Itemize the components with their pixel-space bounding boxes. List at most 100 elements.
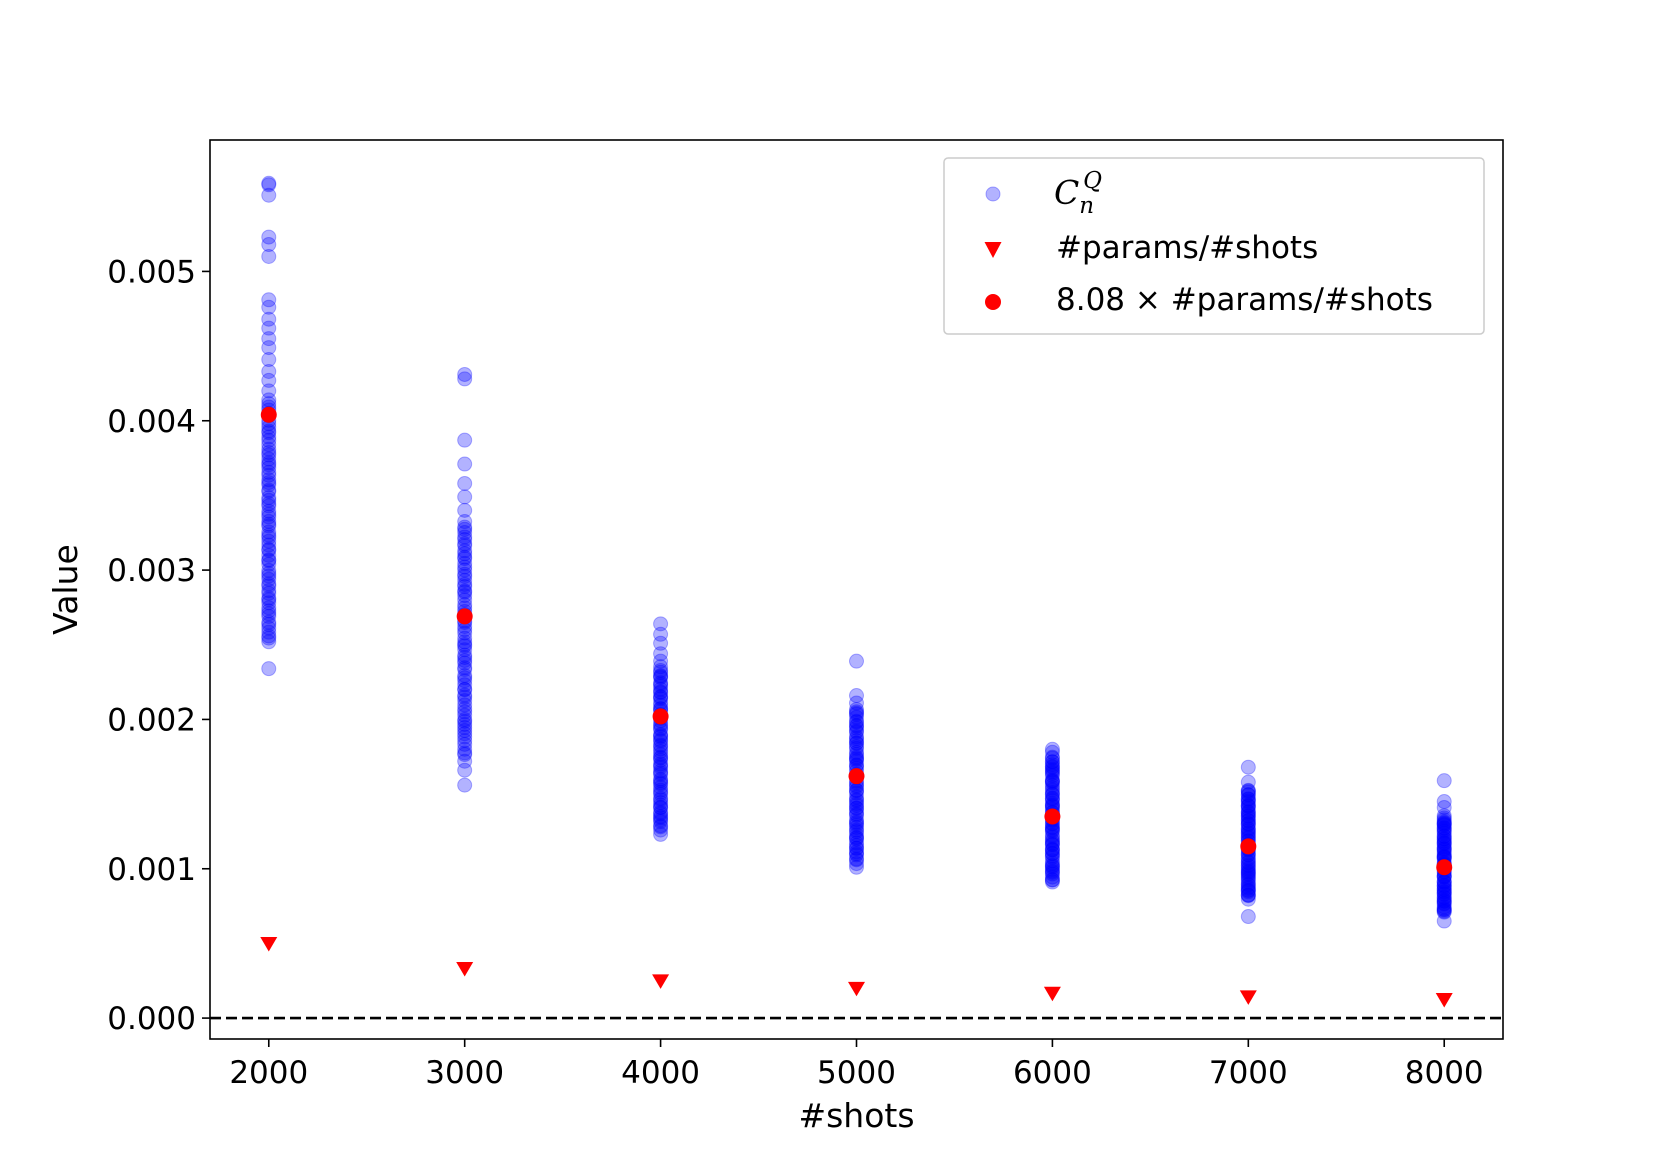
cnq-point (261, 600, 277, 616)
cnq-point (1436, 896, 1452, 912)
cnq-point (457, 502, 473, 518)
cnq-point (1044, 754, 1060, 770)
cnq-point (653, 616, 669, 632)
cnq-point (1044, 787, 1060, 803)
cnq-point (1044, 758, 1060, 774)
cnq-point (1240, 887, 1256, 903)
cnq-point (1044, 782, 1060, 798)
cnq-point (457, 559, 473, 575)
cnq-point (1044, 857, 1060, 873)
cnq-point (653, 746, 669, 762)
cnq-point (849, 840, 864, 856)
cnq-point (1436, 881, 1452, 897)
cnq-point (261, 524, 277, 540)
cnq-point (1240, 808, 1256, 824)
cnq-point (653, 681, 669, 697)
cnq-point (261, 484, 277, 500)
cnq-point (457, 371, 473, 387)
cnq-point (1044, 872, 1060, 888)
cnq-point (1436, 812, 1452, 828)
cnq-point (1436, 903, 1452, 919)
cnq-point (1436, 889, 1452, 905)
cnq-point (1436, 892, 1452, 908)
cnq-point (261, 592, 277, 608)
cnq-point (1436, 800, 1452, 816)
cnq-point (653, 732, 669, 748)
cnq-point (261, 516, 277, 532)
y-tick-label: 0.003 (107, 553, 196, 589)
cnq-point (1240, 862, 1256, 878)
cnq-point (457, 712, 473, 728)
cnq-point (849, 739, 864, 755)
cnq-point (261, 620, 277, 636)
cnq-point (1240, 794, 1256, 810)
cnq-point (1436, 884, 1452, 900)
cnq-point (1044, 763, 1060, 779)
cnq-point (849, 735, 864, 751)
cnq-point (1044, 837, 1060, 853)
cnq-point (1240, 793, 1256, 809)
params-per-shots-marker (652, 974, 670, 989)
cnq-point (457, 637, 473, 653)
cnq-point (1436, 823, 1452, 839)
cnq-point (457, 514, 473, 530)
cnq-point (261, 383, 277, 399)
cnq-point (1240, 804, 1256, 820)
cnq-point (1240, 782, 1256, 798)
cnq-point (1436, 820, 1452, 836)
cnq-point (1044, 842, 1060, 858)
legend-marker-params-per-shots (984, 242, 1002, 258)
cnq-point (849, 733, 864, 749)
cnq-point (261, 311, 277, 327)
cnq-point (457, 572, 473, 588)
cnq-point (653, 782, 669, 798)
cnq-point (1044, 836, 1060, 852)
cnq-point (849, 740, 864, 756)
y-tick-label: 0.005 (107, 254, 196, 290)
cnq-point (261, 320, 277, 336)
x-tick-label: 5000 (817, 1055, 896, 1091)
cnq-point (1436, 839, 1452, 855)
cnq-point (653, 659, 669, 675)
cnq-point (653, 626, 669, 642)
cnq-point (457, 649, 473, 665)
y-axis-label: Value (46, 544, 85, 635)
cnq-point (849, 792, 864, 808)
x-tick-label: 6000 (1013, 1055, 1092, 1091)
cnq-point (457, 592, 473, 608)
scaled-params-per-shots-point (1240, 838, 1257, 855)
cnq-point (1240, 880, 1256, 896)
cnq-point (457, 543, 473, 559)
cnq-point (261, 556, 277, 572)
cnq-point (261, 175, 277, 191)
cnq-point (1240, 798, 1256, 814)
cnq-point (1240, 810, 1256, 826)
cnq-point (261, 455, 277, 471)
cnq-point (261, 437, 277, 453)
cnq-point (849, 806, 864, 822)
cnq-point (457, 546, 473, 562)
cnq-point (849, 735, 864, 751)
legend-marker-cnq (985, 186, 1001, 202)
cnq-point (261, 537, 277, 553)
cnq-point (1240, 874, 1256, 890)
cnq-point (849, 812, 864, 828)
axis-layer: 2000 3000 4000 5000 6000 7000 8000 0.000 0.001 0.… (107, 254, 1483, 1091)
cnq-point (653, 759, 669, 775)
cnq-point (1044, 790, 1060, 806)
cnq-point (1436, 810, 1452, 826)
cnq-point (1044, 866, 1060, 882)
cnq-point (1044, 827, 1060, 843)
y-tick-label: 0.000 (107, 1001, 196, 1037)
cnq-point (653, 689, 669, 705)
cnq-point (653, 756, 669, 772)
cnq-point (1436, 886, 1452, 902)
cnq-point (653, 670, 669, 686)
cnq-point (261, 576, 277, 592)
cnq-point (849, 827, 864, 843)
cnq-point (653, 765, 669, 781)
cnq-point (653, 726, 669, 742)
cnq-point (1044, 741, 1060, 757)
cnq-point (653, 737, 669, 753)
cnq-point (849, 714, 864, 730)
